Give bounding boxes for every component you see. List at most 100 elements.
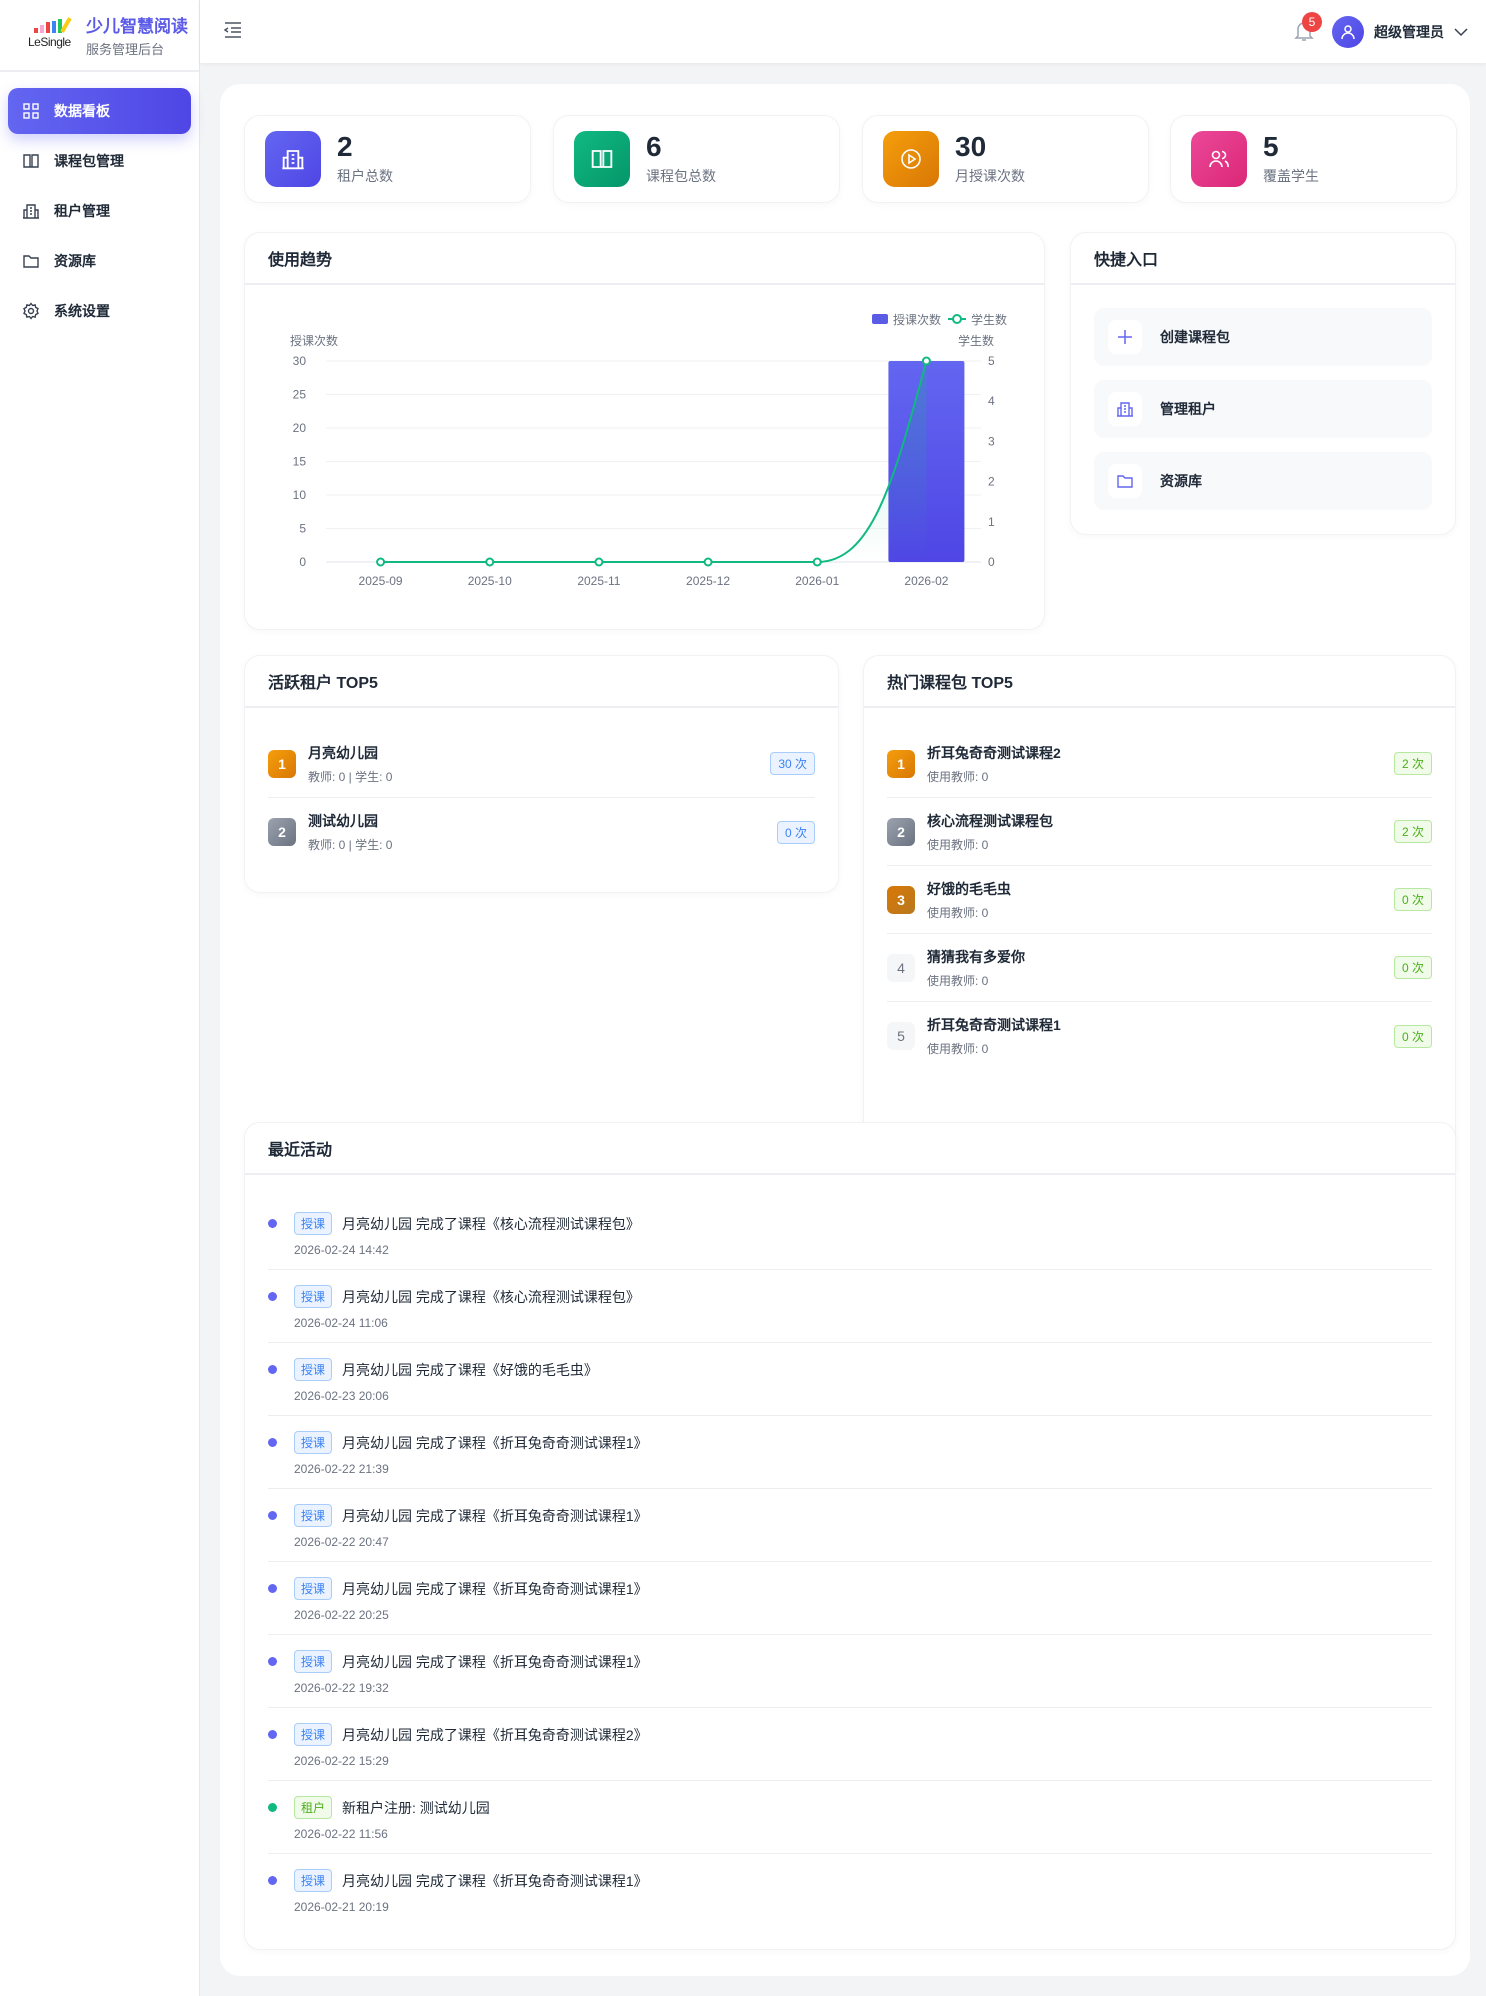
line-point-2025-12 [703, 557, 713, 567]
folder-icon [23, 255, 39, 268]
collapse-menu-icon[interactable] [224, 22, 242, 38]
status-dot [268, 1730, 277, 1739]
count-badge: 0 次 [1393, 1024, 1432, 1048]
usage-trend-card: 使用趋势 0 5 10 15 20 25 30 0 1 2 3 4 5 授课次数 学生数 2025-09 202… [244, 232, 1045, 630]
sidebar-item-courses[interactable]: 课程包管理 [8, 138, 191, 184]
y-tick-right: 0 [988, 555, 995, 569]
stat-label: 月授课次数 [955, 168, 1025, 184]
card-title: 热门课程包 TOP5 [864, 656, 1455, 708]
sidebar-item-settings[interactable]: 系统设置 [8, 288, 191, 334]
main-content: 2 租户总数 6 课程包总数 30 月授课次数 5 覆盖学生 使用趋势 0 5 10 15 20… [220, 84, 1470, 1976]
item-sub: 使用教师: 0 [927, 837, 989, 852]
line-point-2026-02 [921, 356, 931, 366]
lesingle-logo: LeSingle [28, 17, 72, 53]
item-sub: 教师: 0 | 学生: 0 [308, 838, 393, 852]
status-dot [268, 1219, 277, 1228]
y-tick-left: 0 [299, 555, 306, 569]
user-menu[interactable]: 超级管理员 [1332, 16, 1468, 48]
building-icon [1108, 392, 1142, 426]
gear-icon [23, 302, 39, 320]
activity-tag: 授课 [294, 1650, 333, 1673]
list-item[interactable]: 3 好饿的毛毛虫 使用教师: 0 0 次 [887, 866, 1432, 934]
activity-tag: 租户 [294, 1796, 333, 1819]
rank-badge: 2 [268, 818, 296, 846]
y-tick-right: 2 [988, 475, 995, 489]
item-sub: 使用教师: 0 [927, 1042, 989, 1056]
brand-logo[interactable]: LeSingle 少儿智慧阅读 服务管理后台 [0, 0, 199, 72]
sidebar-item-dashboard[interactable]: 数据看板 [8, 88, 191, 134]
card-title: 最近活动 [245, 1123, 1455, 1175]
users-icon [1191, 131, 1247, 187]
activity-tag: 授课 [294, 1723, 333, 1746]
line-point-2025-11 [594, 557, 604, 567]
status-dot [268, 1584, 277, 1593]
x-tick: 2025-12 [686, 574, 730, 588]
activity-text: 月亮幼儿园 完成了课程《核心流程测试课程包》 [342, 1289, 640, 1305]
y-tick-left: 15 [293, 455, 307, 469]
status-dot [268, 1511, 277, 1520]
status-dot [268, 1365, 277, 1374]
y-tick-left: 5 [299, 522, 306, 536]
legend-line-label: 学生数 [971, 312, 1007, 327]
activity-text: 月亮幼儿园 完成了课程《核心流程测试课程包》 [342, 1216, 640, 1232]
list-item[interactable]: 5 折耳兔奇奇测试课程1 使用教师: 0 0 次 [887, 1002, 1432, 1070]
sidebar-item-tenants[interactable]: 租户管理 [8, 188, 191, 234]
activity-time: 2026-02-22 20:47 [294, 1535, 389, 1549]
user-icon [1341, 25, 1355, 40]
quick-create-course[interactable]: 创建课程包 [1094, 308, 1432, 366]
list-item[interactable]: 2 测试幼儿园 教师: 0 | 学生: 0 0 次 [268, 798, 815, 866]
y-tick-right: 3 [988, 434, 995, 448]
status-dot [268, 1657, 277, 1666]
item-name: 月亮幼儿园 [308, 744, 378, 761]
stat-card-students: 5 覆盖学生 [1170, 115, 1457, 203]
book-icon [574, 131, 630, 187]
activity-item: 授课 月亮幼儿园 完成了课程《折耳兔奇奇测试课程1》 2026-02-21 20… [268, 1854, 1432, 1927]
activity-tag: 授课 [294, 1504, 333, 1527]
y-tick-right: 4 [988, 394, 995, 408]
stat-label: 租户总数 [337, 168, 393, 184]
x-tick: 2025-09 [359, 574, 403, 588]
activity-text: 月亮幼儿园 完成了课程《折耳兔奇奇测试课程1》 [342, 1435, 648, 1451]
rank-badge: 1 [887, 749, 915, 778]
chevron-down-icon [1454, 28, 1468, 37]
line-area [380, 361, 927, 562]
quick-manage-tenants[interactable]: 管理租户 [1094, 380, 1432, 438]
activity-item: 授课 月亮幼儿园 完成了课程《好饿的毛毛虫》 2026-02-23 20:06 [268, 1343, 1432, 1416]
list-item[interactable]: 4 猜猜我有多爱你 使用教师: 0 0 次 [887, 934, 1432, 1002]
legend-line-marker [952, 314, 962, 324]
list-item[interactable]: 1 月亮幼儿园 教师: 0 | 学生: 0 30 次 [268, 730, 815, 798]
activity-item: 授课 月亮幼儿园 完成了课程《折耳兔奇奇测试课程1》 2026-02-22 21… [268, 1416, 1432, 1489]
x-tick: 2026-02 [904, 574, 948, 588]
avatar [1332, 16, 1364, 48]
sidebar-item-label: 数据看板 [54, 103, 110, 119]
top-header: 5 超级管理员 [200, 0, 1486, 63]
quick-resources[interactable]: 资源库 [1094, 452, 1432, 510]
activity-time: 2026-02-24 14:42 [294, 1243, 389, 1257]
app-subtitle: 服务管理后台 [86, 42, 165, 57]
activity-item: 授课 月亮幼儿园 完成了课程《折耳兔奇奇测试课程2》 2026-02-22 15… [268, 1708, 1432, 1781]
list-item[interactable]: 1 折耳兔奇奇测试课程2 使用教师: 0 2 次 [887, 730, 1432, 798]
recent-activity-card: 最近活动 授课 月亮幼儿园 完成了课程《核心流程测试课程包》 2026-02-2… [244, 1122, 1456, 1950]
activity-text: 新租户注册: 测试幼儿园 [342, 1800, 490, 1816]
stat-label: 覆盖学生 [1263, 168, 1319, 184]
y-tick-left: 20 [293, 421, 307, 435]
sidebar-item-resources[interactable]: 资源库 [8, 238, 191, 284]
rank-badge: 3 [887, 885, 915, 914]
item-name: 折耳兔奇奇测试课程1 [927, 1017, 1061, 1033]
item-name: 好饿的毛毛虫 [927, 880, 1011, 897]
list-item[interactable]: 2 核心流程测试课程包 使用教师: 0 2 次 [887, 798, 1432, 866]
stat-card-tenants: 2 租户总数 [244, 115, 531, 203]
stat-label: 课程包总数 [646, 168, 716, 184]
count-badge: 0 次 [776, 820, 815, 844]
notification-badge: 5 [1302, 12, 1322, 32]
card-title: 活跃租户 TOP5 [245, 656, 838, 708]
activity-tag: 授课 [294, 1358, 333, 1381]
y-axis-label-left: 授课次数 [290, 333, 338, 348]
item-name: 折耳兔奇奇测试课程2 [927, 744, 1061, 761]
sidebar-item-label: 租户管理 [54, 203, 110, 219]
count-badge: 0 次 [1393, 956, 1432, 979]
play-circle-icon [883, 131, 939, 187]
book-icon [23, 154, 39, 168]
activity-time: 2026-02-23 20:06 [294, 1389, 389, 1403]
